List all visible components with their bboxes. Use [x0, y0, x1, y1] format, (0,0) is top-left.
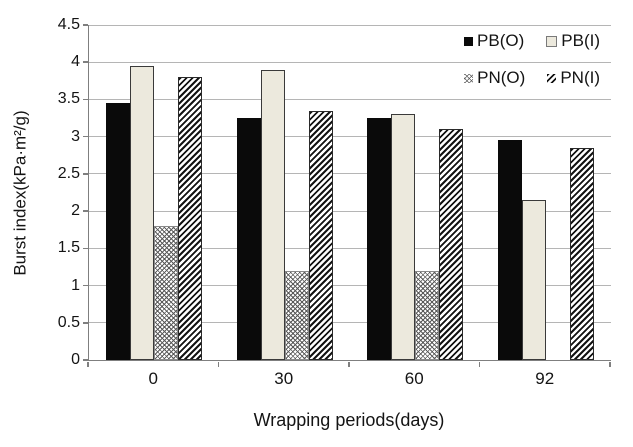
x-tick-label: 0 [148, 369, 158, 388]
legend-label: PN(I) [560, 68, 600, 87]
gridline [89, 61, 611, 63]
legend-row: PB(O) PB(I) [464, 30, 600, 52]
legend: PB(O) PB(I) PN(O) PN(I) [464, 30, 600, 89]
gridline [89, 24, 611, 26]
plot-area [88, 24, 611, 361]
x-tick-label: 30 [274, 369, 294, 388]
x-tick-mark [217, 361, 220, 367]
bar-pbo-30 [236, 118, 261, 360]
y-tick-label: 3.5 [57, 90, 80, 108]
bar-pbi-0 [130, 65, 155, 360]
y-tick-label: 2.5 [57, 164, 80, 182]
bar-pno-30 [284, 270, 309, 360]
y-tick-mark [83, 61, 88, 63]
y-tick-label: 2 [71, 202, 80, 220]
legend-label: PB(O) [477, 31, 525, 50]
y-tick-label: 1.5 [57, 239, 80, 257]
gridline [89, 210, 611, 212]
y-tick-label: 0.5 [57, 313, 80, 331]
legend-row: PN(O) PN(I) [464, 67, 600, 89]
bar-pbo-0 [106, 103, 131, 360]
x-axis-title: Wrapping periods(days) [253, 410, 445, 430]
bar-pni-92 [569, 147, 594, 360]
y-tick-mark [83, 24, 88, 26]
y-tick-mark [83, 135, 88, 138]
legend-marker-solid-cream-icon [546, 35, 558, 47]
y-tick-label: 1 [71, 276, 80, 294]
y-tick-label: 4.5 [57, 16, 80, 33]
legend-marker-hatch-icon [547, 73, 557, 83]
bar-pbi-30 [260, 69, 285, 360]
legend-label: PN(O) [477, 68, 526, 87]
y-tick-label: 0 [71, 351, 80, 368]
x-tick-mark [478, 361, 481, 367]
gridline [89, 247, 611, 249]
gridline [89, 136, 611, 138]
y-tick-mark [83, 98, 88, 101]
legend-marker-solid-black-icon [464, 36, 474, 46]
legend-label: PB(I) [561, 31, 600, 50]
bar-pbi-92 [521, 199, 546, 360]
bar-pni-60 [439, 129, 464, 360]
gridline [89, 173, 611, 175]
legend-item: PN(I) [547, 67, 600, 89]
bar-pno-60 [415, 270, 440, 360]
legend-item: PB(I) [546, 30, 600, 52]
gridline [89, 98, 611, 100]
y-tick-mark [83, 322, 88, 324]
legend-item: PN(O) [464, 67, 525, 89]
gridline [89, 322, 611, 324]
y-tick-label: 3 [71, 127, 80, 145]
y-tick-mark [83, 284, 88, 287]
x-tick-mark [87, 361, 89, 367]
bar-pni-0 [178, 77, 203, 360]
x-tick-label: 92 [535, 369, 555, 388]
y-axis-title: Burst index(kPa·m²/g) [10, 110, 30, 276]
bar-pbo-92 [497, 140, 522, 360]
x-tick-mark [348, 361, 350, 367]
y-tick-mark [83, 359, 88, 361]
legend-item: PB(O) [464, 30, 524, 52]
y-tick-mark [83, 210, 88, 212]
bar-pbo-60 [367, 118, 392, 360]
x-tick-label: 60 [404, 369, 424, 388]
bar-pbi-60 [391, 114, 416, 360]
x-tick-mark [609, 361, 611, 367]
bar-pni-30 [308, 110, 333, 360]
y-tick-mark [83, 173, 88, 175]
legend-marker-dots-icon [464, 73, 474, 83]
bar-pno-0 [154, 226, 179, 360]
gridline [89, 285, 611, 287]
y-tick-label: 4 [71, 53, 80, 71]
y-tick-mark [83, 247, 88, 250]
